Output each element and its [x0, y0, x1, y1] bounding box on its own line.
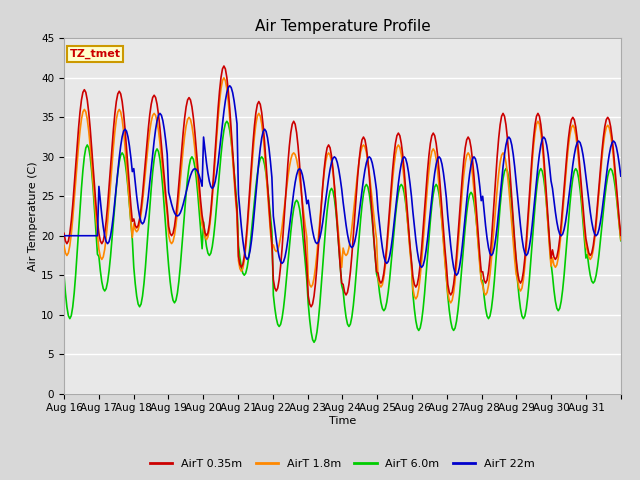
Title: Air Temperature Profile: Air Temperature Profile — [255, 20, 430, 35]
Y-axis label: Air Temperature (C): Air Temperature (C) — [28, 161, 38, 271]
X-axis label: Time: Time — [329, 416, 356, 426]
Legend: AirT 0.35m, AirT 1.8m, AirT 6.0m, AirT 22m: AirT 0.35m, AirT 1.8m, AirT 6.0m, AirT 2… — [146, 454, 539, 473]
Text: TZ_tmet: TZ_tmet — [70, 49, 120, 60]
